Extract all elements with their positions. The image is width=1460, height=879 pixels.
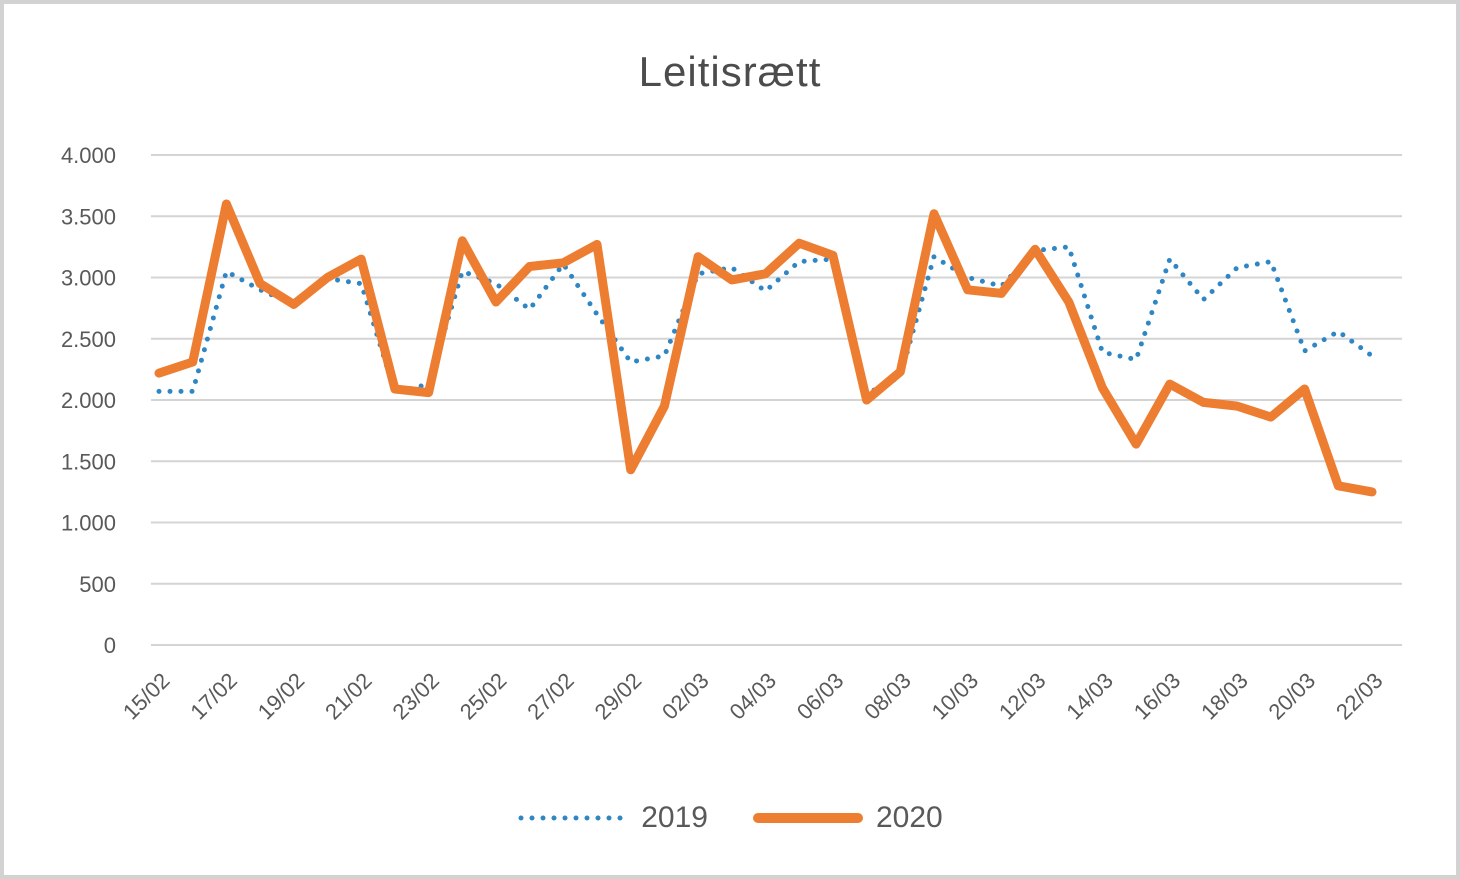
- y-axis-tick-label: 0: [104, 633, 116, 658]
- x-axis-tick-label: 18/03: [1196, 668, 1253, 725]
- legend-swatch-2020-icon: [753, 813, 863, 823]
- x-axis-tick-label: 23/02: [387, 668, 444, 725]
- x-axis-tick-label: 16/03: [1129, 668, 1186, 725]
- series-2019-line: [156, 244, 1375, 397]
- x-axis-tick-label: 21/02: [320, 668, 377, 725]
- y-axis-tick-label: 3.500: [61, 204, 116, 229]
- y-axis-tick-label: 1.000: [61, 511, 116, 536]
- x-axis-tick-label: 17/02: [185, 668, 242, 725]
- y-axis-tick-label: 1.500: [61, 449, 116, 474]
- x-axis-tick-label: 15/02: [118, 668, 175, 725]
- x-axis-tick-label: 06/03: [792, 668, 849, 725]
- y-axis-tick-label: 3.000: [61, 266, 116, 291]
- x-axis-tick-label: 08/03: [859, 668, 916, 725]
- y-axis-tick-label: 4.000: [61, 143, 116, 168]
- x-axis-tick-label: 25/02: [455, 668, 512, 725]
- chart-legend: 2019 2020: [4, 801, 1456, 835]
- legend-item-2019: 2019: [517, 801, 708, 835]
- x-axis-tick-label: 14/03: [1061, 668, 1118, 725]
- x-axis-tick-label: 12/03: [994, 668, 1051, 725]
- x-axis-tick-label: 02/03: [657, 668, 714, 725]
- x-axis-tick-label: 27/02: [522, 668, 579, 725]
- legend-label-2019: 2019: [641, 801, 708, 834]
- y-axis-tick-label: 2.500: [61, 327, 116, 352]
- x-axis-tick-label: 04/03: [724, 668, 781, 725]
- x-axis-tick-label: 20/03: [1264, 668, 1321, 725]
- legend-swatch-2019-icon: [518, 815, 628, 821]
- y-axis-tick-label: 500: [79, 572, 116, 597]
- legend-item-2020: 2020: [752, 801, 943, 835]
- x-axis-tick-label: 29/02: [590, 668, 647, 725]
- x-axis-tick-label: 10/03: [927, 668, 984, 725]
- x-axis-tick-label: 22/03: [1331, 668, 1388, 725]
- series-2020-line: [154, 199, 1377, 497]
- chart-title: Leitisrætt: [638, 48, 822, 95]
- x-axis-tick-label: 19/02: [253, 668, 310, 725]
- y-axis-tick-label: 2.000: [61, 388, 116, 413]
- legend-label-2020: 2020: [876, 801, 943, 834]
- line-chart: 0 500 1.000 1.500 2.000 2.500 3.000 3.500 4.000 1…: [61, 143, 1402, 725]
